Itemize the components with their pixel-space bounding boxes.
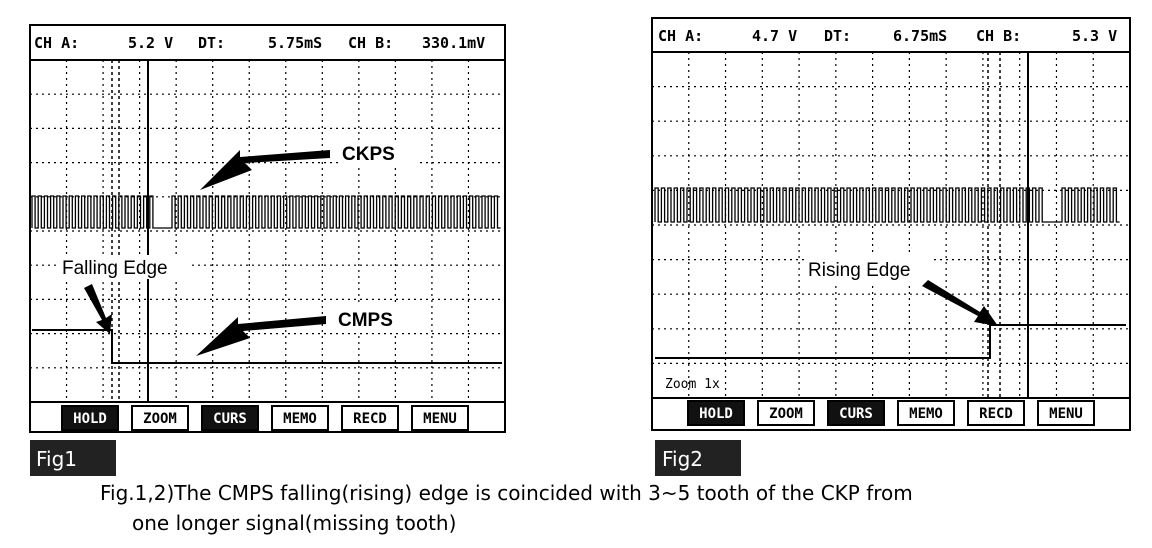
button-label: MEMO	[909, 406, 943, 422]
zoom-text: Zoom 1x	[665, 377, 720, 392]
button-label: RECD	[979, 406, 1013, 422]
annotation: Falling Edge	[62, 258, 168, 279]
button-label: MENU	[1049, 406, 1083, 422]
button-label: HOLD	[73, 411, 107, 427]
button	[1037, 400, 1095, 426]
arrow	[200, 150, 330, 190]
figure-label: Fig1	[36, 447, 77, 471]
button	[201, 405, 259, 431]
button-label: ZOOM	[769, 406, 803, 422]
caption: one longer signal(missing tooth)	[132, 511, 456, 535]
button	[61, 405, 119, 431]
button	[271, 405, 329, 431]
button-label: CURS	[213, 411, 247, 427]
figure-label: Fig2	[662, 447, 703, 471]
ckps-signal	[654, 187, 1120, 223]
header-text: 6.75mS	[893, 27, 947, 45]
label-bg	[58, 255, 190, 279]
header-text: DT:	[198, 34, 225, 52]
button-label: HOLD	[699, 406, 733, 422]
header-text: 330.1mV	[422, 34, 485, 52]
button-label: CURS	[839, 406, 873, 422]
caption: Fig.1,2)The CMPS falling(rising) edge is…	[100, 481, 913, 505]
header-text: CH B:	[976, 27, 1021, 45]
label-bg	[334, 306, 414, 332]
header-text: 4.7 V	[752, 27, 797, 45]
button	[967, 400, 1025, 426]
button	[827, 400, 885, 426]
header-text: CH A:	[34, 34, 79, 52]
annotation: CMPS	[338, 310, 393, 331]
figure-label-bg	[30, 440, 116, 476]
button-label: ZOOM	[143, 411, 177, 427]
button	[131, 405, 189, 431]
ckps-signal	[31, 195, 501, 229]
button-label: MENU	[423, 411, 457, 427]
header-text: 5.3 V	[1072, 27, 1117, 45]
annotation: CKPS	[342, 144, 395, 165]
button	[411, 405, 469, 431]
button-bar: HOLD ZOOM CURS MEMO RECD MENU HOLD ZOOM CURS MEMO…	[61, 400, 1095, 431]
annotation: Rising Edge	[808, 260, 910, 281]
arrow	[922, 280, 998, 326]
waveforms	[31, 52, 1126, 402]
label-bg	[338, 140, 418, 166]
figure-label-bg	[655, 440, 741, 476]
header-text: DT:	[824, 27, 851, 45]
header-text: CH A:	[658, 27, 703, 45]
button-label: MEMO	[283, 411, 317, 427]
scope-frame	[651, 17, 1131, 431]
label-bg	[804, 256, 934, 282]
arrow	[196, 316, 326, 356]
button	[757, 400, 815, 426]
cmps-signal	[32, 329, 502, 364]
button	[341, 405, 399, 431]
button-label: RECD	[353, 411, 387, 427]
cmps-signal	[655, 324, 1126, 359]
arrow	[84, 284, 112, 334]
button	[687, 400, 745, 426]
header-text: 5.2 V	[128, 34, 173, 52]
header-text: CH B:	[348, 34, 393, 52]
header-text: 5.75mS	[268, 34, 322, 52]
button	[897, 400, 955, 426]
